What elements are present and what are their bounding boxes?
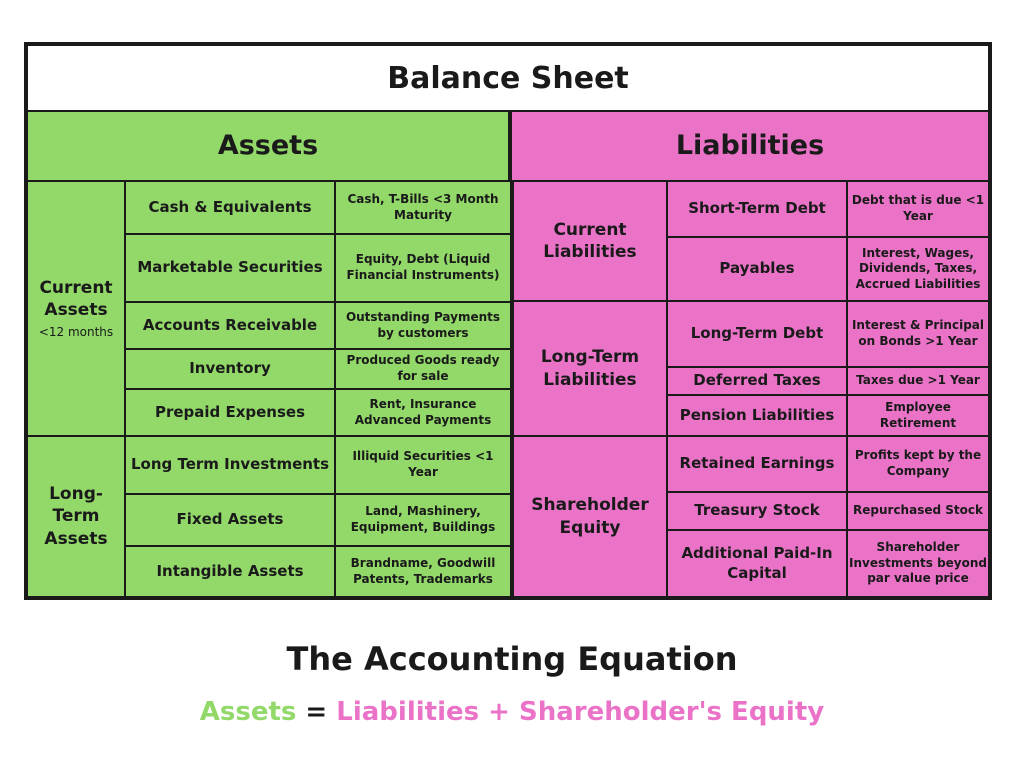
asset-desc: Illiquid Securities <1 Year [335,436,511,494]
liability-desc: Debt that is due <1 Year [847,181,989,237]
liability-desc: Taxes due >1 Year [847,367,989,395]
liability-desc: Repurchased Stock [847,492,989,530]
asset-desc: Cash, T-Bills <3 Month Maturity [335,181,511,234]
balance-sheet-table: Balance Sheet Assets Liabilities Current… [24,42,992,600]
asset-item: Long Term Investments [125,436,335,494]
sheet-title: Balance Sheet [27,45,989,111]
equation-liabilities-equity: Liabilities + Shareholder's Equity [336,697,825,727]
liability-item: Treasury Stock [667,492,847,530]
asset-item: Marketable Securities [125,234,335,302]
asset-desc: Brandname, Goodwill Patents, Trademarks [335,546,511,597]
equation-title: The Accounting Equation [286,640,738,678]
current-assets-text: Current Assets [39,277,113,320]
assets-header: Assets [27,111,509,181]
liability-item: Deferred Taxes [667,367,847,395]
asset-item: Cash & Equivalents [125,181,335,234]
liabilities-header: Liabilities [511,111,989,181]
asset-desc: Produced Goods ready for sale [335,349,511,389]
asset-desc: Land, Mashinery, Equipment, Buildings [335,494,511,546]
current-assets-label: Current Assets <12 months [27,181,125,436]
shareholder-equity-label: Shareholder Equity [513,436,667,597]
asset-desc: Equity, Debt (Liquid Financial Instrumen… [335,234,511,302]
liability-desc: Shareholder Investments beyond par value… [847,530,989,597]
liability-desc: Interest, Wages, Dividends, Taxes, Accru… [847,237,989,301]
current-liabilities-label: Current Liabilities [513,181,667,301]
equation-line: Assets = Liabilities + Shareholder's Equ… [0,697,1024,727]
equation-equals: = [296,697,337,727]
liability-desc: Interest & Principal on Bonds >1 Year [847,301,989,367]
asset-item: Accounts Receivable [125,302,335,349]
longterm-assets-label: Long-Term Assets [27,436,125,597]
equation-assets: Assets [199,697,297,727]
liability-desc: Profits kept by the Company [847,436,989,492]
liability-item: Short-Term Debt [667,181,847,237]
liability-item: Retained Earnings [667,436,847,492]
asset-item: Prepaid Expenses [125,389,335,436]
liability-item: Long-Term Debt [667,301,847,367]
asset-item: Intangible Assets [125,546,335,597]
liability-item: Payables [667,237,847,301]
current-assets-sublabel: <12 months [38,324,114,339]
asset-item: Inventory [125,349,335,389]
asset-desc: Rent, Insurance Advanced Payments [335,389,511,436]
liability-desc: Employee Retirement [847,395,989,436]
liability-item: Additional Paid-In Capital [667,530,847,597]
liability-item: Pension Liabilities [667,395,847,436]
asset-desc: Outstanding Payments by customers [335,302,511,349]
longterm-liabilities-label: Long-Term Liabilities [513,301,667,436]
asset-item: Fixed Assets [125,494,335,546]
